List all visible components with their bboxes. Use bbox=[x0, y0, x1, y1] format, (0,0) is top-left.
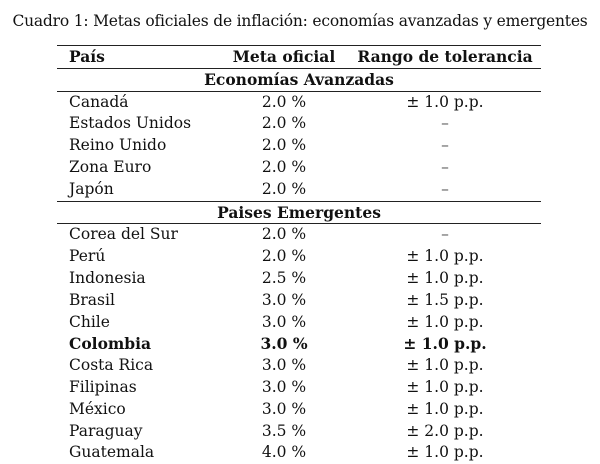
table-row: Chile 3.0 % ± 1.0 p.p. bbox=[57, 312, 541, 334]
header-row: País Meta oficial Rango de tolerancia bbox=[57, 45, 541, 69]
cell-country: Indonesia bbox=[69, 268, 146, 287]
cell-official-target: 4.0 % bbox=[261, 443, 307, 462]
table-row: Perú 2.0 % ± 1.0 p.p. bbox=[57, 246, 541, 268]
cell-official-target: 2.0 % bbox=[261, 136, 307, 155]
cell-official-target: 3.0 % bbox=[261, 312, 307, 331]
cell-country: Brasil bbox=[69, 290, 115, 309]
cell-country: México bbox=[69, 399, 126, 418]
cell-official-target: 3.0 % bbox=[261, 290, 307, 309]
cell-official-target: 2.0 % bbox=[261, 114, 307, 133]
cell-official-target: 3.0 % bbox=[261, 399, 307, 418]
table-row: Zona Euro 2.0 % – bbox=[57, 157, 541, 179]
cell-country: Corea del Sur bbox=[57, 223, 219, 247]
cell-official-target: 3.0 % bbox=[260, 334, 308, 354]
cell-official-target: 2.0 % bbox=[261, 157, 307, 176]
inflation-targets-table: País Meta oficial Rango de tolerancia Ec… bbox=[57, 45, 541, 464]
table-row: Reino Unido 2.0 % – bbox=[57, 135, 541, 157]
group-header-row: Paises Emergentes bbox=[57, 200, 541, 224]
header-official-target: Meta oficial bbox=[219, 45, 349, 69]
cell-tolerance-range: ± 1.0 p.p. bbox=[406, 247, 484, 266]
cell-tolerance-range: – bbox=[441, 157, 449, 176]
table-row: Canadá 2.0 % ± 1.0 p.p. bbox=[57, 90, 541, 114]
cell-official-target: 3.5 % bbox=[261, 421, 307, 440]
header-tolerance-range: Rango de tolerancia bbox=[349, 45, 541, 69]
cell-country: Estados Unidos bbox=[69, 114, 192, 133]
table-row: Corea del Sur 2.0 % – bbox=[57, 223, 541, 247]
cell-tolerance-range: – bbox=[441, 114, 449, 133]
cell-tolerance-range: ± 1.0 p.p. bbox=[406, 377, 484, 396]
cell-tolerance-range: – bbox=[441, 136, 449, 155]
cell-tolerance-range: ± 2.0 p.p. bbox=[406, 421, 484, 440]
cell-country: Chile bbox=[69, 312, 110, 331]
table-row: Brasil 3.0 % ± 1.5 p.p. bbox=[57, 290, 541, 312]
cell-tolerance-range: ± 1.0 p.p. bbox=[406, 268, 484, 287]
cell-tolerance-range: ± 1.0 p.p. bbox=[406, 312, 484, 331]
cell-country: Japón bbox=[69, 179, 114, 198]
table-row: Indonesia 2.5 % ± 1.0 p.p. bbox=[57, 268, 541, 290]
header-country: País bbox=[57, 45, 219, 69]
cell-official-target: 2.0 % bbox=[219, 90, 349, 114]
group-header-row: Economías Avanzadas bbox=[57, 67, 541, 92]
cell-country: Filipinas bbox=[69, 377, 137, 396]
cell-country: Reino Unido bbox=[69, 136, 167, 155]
group-title: Economías Avanzadas bbox=[57, 67, 541, 92]
table-row: Filipinas 3.0 % ± 1.0 p.p. bbox=[57, 377, 541, 399]
table-row: México 3.0 % ± 1.0 p.p. bbox=[57, 399, 541, 421]
table-row: Japón 2.0 % – bbox=[57, 179, 541, 201]
cell-country: Perú bbox=[69, 247, 106, 266]
cell-official-target: 2.0 % bbox=[219, 223, 349, 247]
cell-tolerance-range: ± 1.0 p.p. bbox=[349, 90, 541, 114]
cell-tolerance-range: – bbox=[349, 223, 541, 247]
cell-tolerance-range: ± 1.5 p.p. bbox=[406, 290, 484, 309]
cell-official-target: 3.0 % bbox=[261, 377, 307, 396]
inflation-targets-table-container: País Meta oficial Rango de tolerancia Ec… bbox=[57, 45, 541, 464]
cell-country: Colombia bbox=[69, 334, 152, 354]
cell-official-target: 2.5 % bbox=[261, 268, 307, 287]
cell-country: Canadá bbox=[57, 90, 219, 114]
table-row: Estados Unidos 2.0 % – bbox=[57, 113, 541, 135]
group-title: Paises Emergentes bbox=[57, 200, 541, 224]
table-row: Guatemala 4.0 % ± 1.0 p.p. bbox=[57, 442, 541, 464]
cell-official-target: 2.0 % bbox=[261, 179, 307, 198]
table-row: Paraguay 3.5 % ± 2.0 p.p. bbox=[57, 421, 541, 443]
table-caption: Cuadro 1: Metas oficiales de inflación: … bbox=[12, 12, 588, 30]
cell-country: Zona Euro bbox=[69, 157, 152, 176]
cell-official-target: 3.0 % bbox=[261, 356, 307, 375]
cell-tolerance-range: – bbox=[441, 179, 449, 198]
cell-country: Guatemala bbox=[69, 443, 155, 462]
cell-tolerance-range: ± 1.0 p.p. bbox=[403, 334, 487, 354]
table-body: Economías Avanzadas Canadá 2.0 % ± 1.0 p.p.… bbox=[57, 67, 541, 464]
table-row: Costa Rica 3.0 % ± 1.0 p.p. bbox=[57, 355, 541, 377]
cell-tolerance-range: ± 1.0 p.p. bbox=[406, 443, 484, 462]
cell-tolerance-range: ± 1.0 p.p. bbox=[406, 399, 484, 418]
table-row: Colombia 3.0 % ± 1.0 p.p. bbox=[57, 333, 541, 355]
cell-official-target: 2.0 % bbox=[261, 247, 307, 266]
cell-country: Costa Rica bbox=[69, 356, 154, 375]
cell-tolerance-range: ± 1.0 p.p. bbox=[406, 356, 484, 375]
cell-country: Paraguay bbox=[69, 421, 143, 440]
